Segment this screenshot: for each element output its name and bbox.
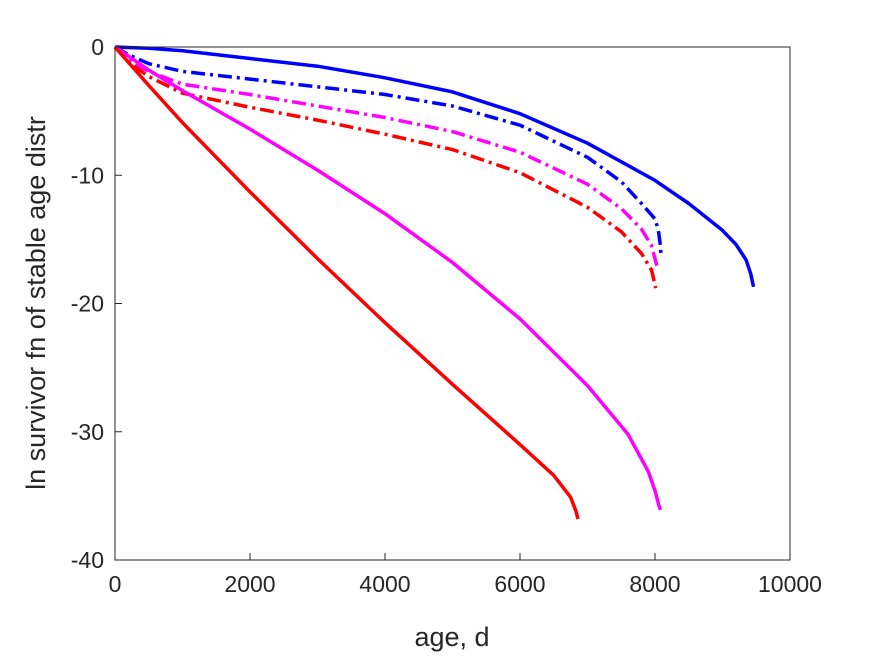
y-tick-label: 0 bbox=[91, 34, 104, 60]
x-axis-label: age, d bbox=[414, 622, 489, 652]
y-tick-label: -10 bbox=[71, 162, 104, 188]
x-tick-label: 2000 bbox=[224, 571, 275, 597]
y-tick-label: -20 bbox=[71, 291, 104, 317]
tick-layer: 0 2000 4000 6000 8000 10000 0 -10 -20 -30 -40 bbox=[71, 34, 822, 597]
series-line-5 bbox=[114, 45, 663, 511]
series-line-4 bbox=[113, 45, 658, 289]
plot-background bbox=[115, 47, 790, 560]
x-tick-label: 8000 bbox=[629, 571, 680, 597]
y-axis-label: ln survivor fn of stable age distr bbox=[21, 116, 51, 490]
series-line-1 bbox=[114, 45, 756, 288]
series-line-6 bbox=[113, 45, 580, 520]
y-tick-label: -30 bbox=[71, 419, 104, 445]
series-layer bbox=[113, 45, 756, 520]
x-tick-label: 4000 bbox=[359, 571, 410, 597]
x-tick-label: 0 bbox=[109, 571, 122, 597]
x-tick-label: 10000 bbox=[758, 571, 822, 597]
series-line-2 bbox=[114, 45, 663, 258]
y-tick-label: -40 bbox=[71, 547, 104, 573]
x-tick-label: 6000 bbox=[494, 571, 545, 597]
